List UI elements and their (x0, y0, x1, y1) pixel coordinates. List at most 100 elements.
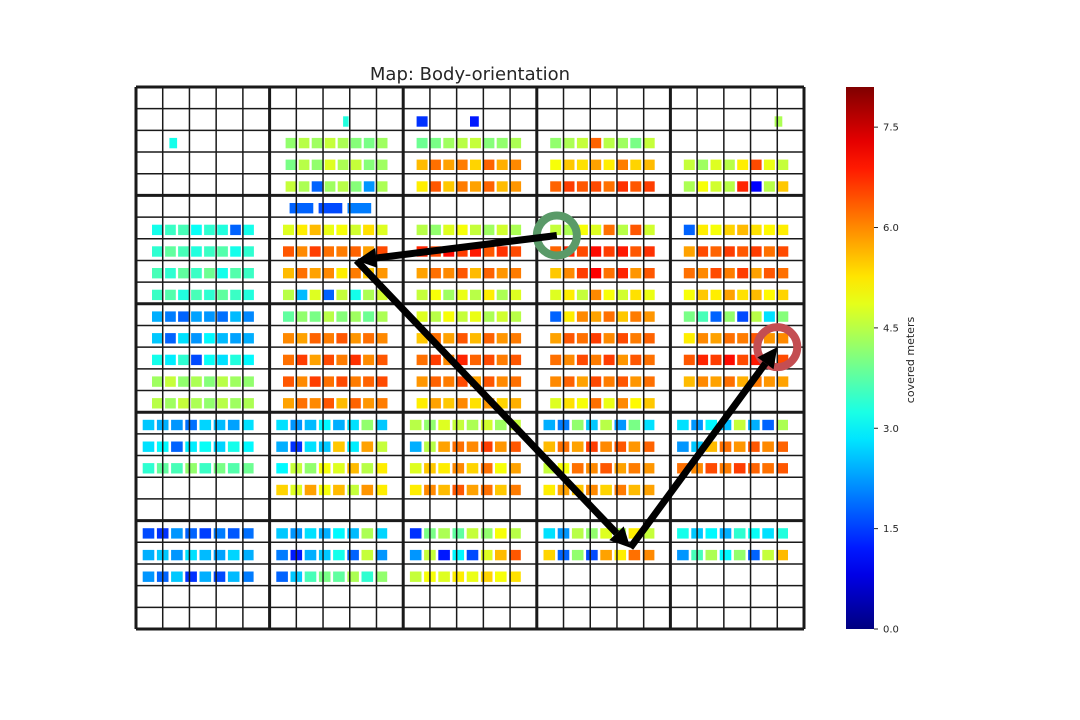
heatmap-cell (630, 354, 642, 366)
heatmap-cell (409, 463, 422, 474)
heatmap-cell (217, 354, 228, 366)
heatmap-cell (571, 463, 584, 474)
heatmap-cell (614, 549, 627, 561)
heatmap-cell (576, 354, 588, 366)
heatmap-cell (363, 181, 375, 192)
heatmap-cell (576, 289, 588, 301)
heatmap-cell (723, 181, 735, 192)
heatmap-cell (456, 376, 468, 387)
heatmap-cell (142, 571, 155, 582)
trajectory-arrow-head (609, 526, 631, 548)
heatmap-cell (409, 549, 422, 561)
heatmap-cell (438, 549, 450, 561)
heatmap-cell (199, 571, 212, 582)
heatmap-cell (683, 246, 695, 257)
heatmap-cell (470, 398, 481, 409)
heatmap-cell (456, 289, 468, 301)
heatmap-cell (443, 311, 455, 322)
heatmap-cell (762, 419, 774, 431)
heatmap-cell (333, 419, 345, 431)
heatmap-cell (480, 549, 493, 561)
heatmap-cell (576, 181, 588, 192)
heatmap-cell (710, 246, 722, 257)
heatmap-cell (603, 268, 615, 279)
heatmap-cell (283, 354, 294, 366)
heatmap-cell (571, 549, 584, 561)
heatmap-cell (165, 398, 176, 409)
heatmap-cell (429, 354, 441, 366)
heatmap-cell (376, 311, 388, 322)
heatmap-cell (429, 268, 441, 279)
heatmap-cell (283, 289, 294, 301)
heatmap-cell (496, 289, 508, 301)
heatmap-cell (296, 333, 308, 344)
heatmap-cell (630, 398, 642, 409)
heatmap-cell (710, 224, 722, 236)
heatmap-cell (375, 549, 388, 561)
heatmap-cell (349, 224, 361, 236)
heatmap-cell (777, 289, 789, 301)
heatmap-cell (496, 246, 508, 257)
heatmap-cell (603, 159, 615, 170)
heatmap-cell (762, 463, 774, 474)
heatmap-cell (347, 441, 359, 452)
heatmap-cell (230, 376, 241, 387)
heatmap-cell (276, 549, 288, 561)
heatmap-cell (763, 224, 775, 236)
heatmap-cell (304, 571, 317, 582)
heatmap-cell (376, 137, 388, 149)
heatmap-cell (318, 419, 331, 431)
heatmap-cell (152, 376, 163, 387)
heatmap-cell (283, 268, 294, 279)
heatmap-cell (296, 398, 308, 409)
heatmap-cell (199, 419, 212, 431)
colorbar-gradient (846, 87, 874, 629)
heatmap-cell (333, 441, 345, 452)
heatmap-cell (677, 549, 689, 561)
heatmap-cell (276, 571, 288, 582)
heatmap-cell (643, 289, 655, 301)
heatmap-cell (347, 484, 359, 496)
heatmap-cell (349, 311, 361, 322)
heatmap-cell (719, 463, 732, 474)
heatmap-cell (361, 571, 374, 582)
heatmap-cell (178, 268, 189, 279)
heatmap-cell (185, 419, 197, 431)
heatmap-cell (350, 181, 362, 192)
colorbar-tick-label: 4.5 (883, 323, 899, 334)
heatmap-cell (152, 333, 163, 344)
heatmap-cell (470, 333, 481, 344)
heatmap-cell (470, 354, 481, 366)
heatmap-cell (470, 246, 481, 257)
heatmap-cell (230, 398, 241, 409)
heatmap-cell (309, 246, 321, 257)
heatmap-cell (204, 289, 215, 301)
heatmap-cell (376, 159, 388, 170)
heatmap-cell (483, 376, 495, 387)
heatmap-cell (456, 181, 468, 192)
heatmap-cell (142, 549, 155, 561)
heatmap-cell (416, 398, 428, 409)
heatmap-cell (590, 268, 602, 279)
heatmap-cell (763, 333, 775, 344)
heatmap-cell (309, 354, 321, 366)
colorbar-tick-label: 7.5 (883, 123, 899, 134)
heatmap-cell (204, 268, 215, 279)
heatmap-cell (723, 268, 735, 279)
heatmap-cell (563, 289, 575, 301)
heatmap-cell (586, 549, 598, 561)
heatmap-cell (600, 528, 612, 539)
heatmap-cell (142, 441, 155, 452)
heatmap-cell (204, 224, 215, 236)
heatmap-cell (204, 376, 215, 387)
heatmap-cell (213, 463, 226, 474)
heatmap-cell (705, 463, 718, 474)
heatmap-cell (776, 463, 788, 474)
heatmap-cell (470, 181, 481, 192)
heatmap-cell (456, 246, 468, 257)
heatmap-cell (723, 333, 735, 344)
trajectory-arrow-head (757, 347, 778, 370)
heatmap-cell (590, 159, 602, 170)
heatmap-cell (165, 311, 176, 322)
